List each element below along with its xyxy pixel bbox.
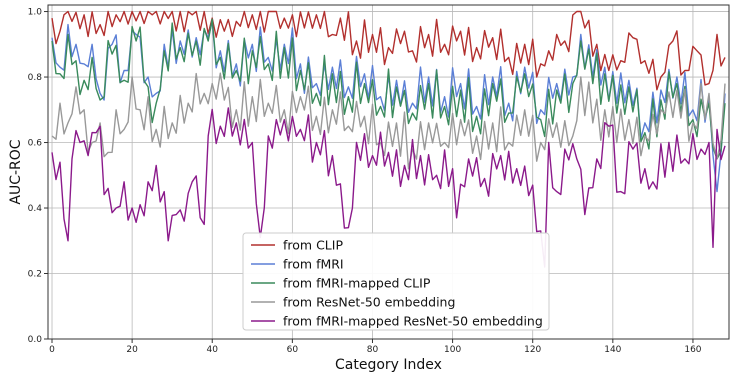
legend: from CLIP from fMRI from fMRI-mapped CLIP f… xyxy=(242,232,550,331)
legend-entry-label: from fMRI xyxy=(283,257,344,272)
x-tick-label: 140 xyxy=(604,345,621,355)
y-tick-label: 0.8 xyxy=(28,73,43,83)
legend-box xyxy=(242,232,550,331)
series-line-2 xyxy=(51,18,726,160)
x-tick-label: 60 xyxy=(287,345,299,355)
series-line-0 xyxy=(51,10,726,91)
y-axis-title: AUC-ROC xyxy=(8,139,24,204)
y-tick-label: 0.6 xyxy=(28,139,43,149)
x-tick-label: 120 xyxy=(524,345,541,355)
y-tick-label: 0.2 xyxy=(28,270,42,280)
x-tick-label: 100 xyxy=(444,345,461,355)
series-line-4 xyxy=(51,107,726,268)
x-tick-label: 80 xyxy=(367,345,379,355)
legend-entry-label: from fMRI-mapped CLIP xyxy=(283,276,431,291)
legend-entry-label: from CLIP xyxy=(283,238,343,253)
x-tick-label: 0 xyxy=(49,345,55,355)
x-tick-label: 20 xyxy=(126,345,138,355)
x-axis-ticks: 0 20 40 60 80 100 120 140 160 xyxy=(49,339,702,355)
plot-frame xyxy=(47,4,730,340)
x-tick-label: 160 xyxy=(684,345,701,355)
y-tick-label: 0.4 xyxy=(28,204,43,214)
y-tick-label: 0.0 xyxy=(28,335,43,345)
legend-entry-label: from ResNet-50 embedding xyxy=(283,295,455,310)
legend-entry-label: from fMRI-mapped ResNet-50 embedding xyxy=(283,314,543,329)
x-axis-title: Category Index xyxy=(335,357,442,373)
y-axis-ticks: 0.0 0.2 0.4 0.6 0.8 1.0 xyxy=(28,8,48,345)
series-line-3 xyxy=(51,72,726,170)
y-tick-label: 1.0 xyxy=(28,8,43,18)
x-tick-label: 40 xyxy=(207,345,219,355)
series-lines xyxy=(51,10,726,268)
